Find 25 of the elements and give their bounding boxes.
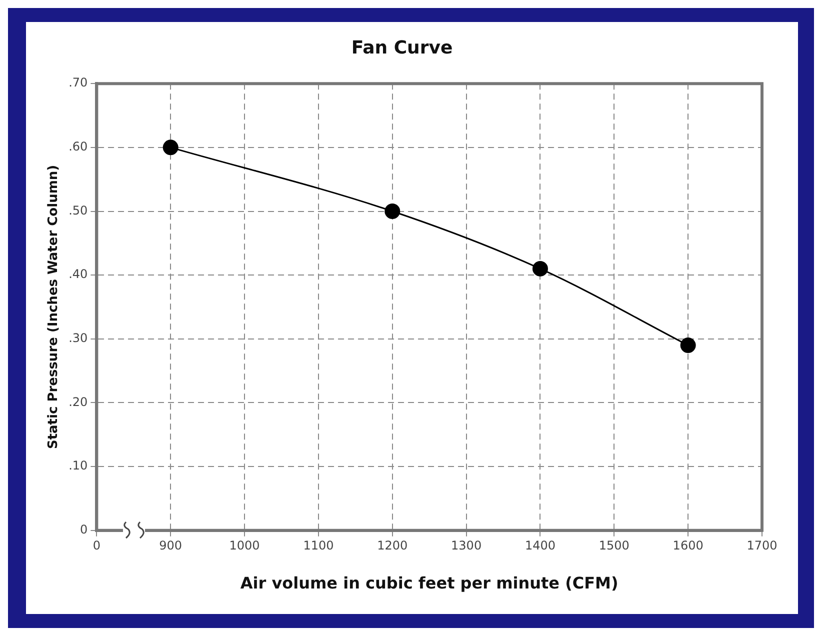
x-tick-label: 0 bbox=[92, 538, 101, 553]
chart-title: Fan Curve bbox=[351, 37, 453, 58]
x-tick-label: 1200 bbox=[377, 538, 408, 553]
x-tick-label: 1000 bbox=[229, 538, 260, 553]
x-tick-label: 1400 bbox=[524, 538, 556, 553]
point bbox=[384, 204, 400, 220]
y-axis-title: Static Pressure (Inches Water Column) bbox=[46, 164, 62, 450]
y-tick-label: .10 bbox=[68, 458, 88, 473]
x-tick-label: 1500 bbox=[598, 538, 630, 553]
y-tick-label: 0 bbox=[80, 522, 88, 537]
y-tick-label: .70 bbox=[68, 76, 88, 90]
x-axis-title: Air volume in cubic feet per minute (CFM) bbox=[240, 574, 618, 593]
y-tick-label: .40 bbox=[68, 267, 88, 282]
y-tick-label: .50 bbox=[68, 203, 88, 218]
x-tick-label: 900 bbox=[159, 538, 182, 553]
point bbox=[532, 260, 548, 276]
y-tick-label: .60 bbox=[68, 140, 88, 154]
x-tick-label: 1700 bbox=[746, 538, 778, 553]
y-tick-label: .30 bbox=[68, 331, 88, 346]
x-tick-label: 1600 bbox=[672, 538, 704, 553]
point bbox=[680, 338, 696, 354]
point bbox=[162, 140, 178, 156]
x-tick-label: 1100 bbox=[303, 538, 334, 553]
y-tick-label: .20 bbox=[68, 394, 88, 409]
x-tick-label: 1300 bbox=[451, 538, 482, 553]
